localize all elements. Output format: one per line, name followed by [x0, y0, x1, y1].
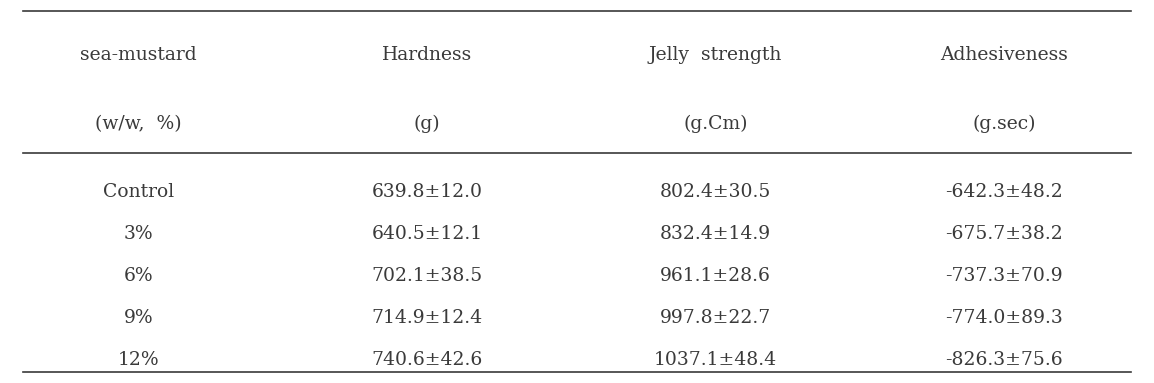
Text: -774.0±89.3: -774.0±89.3 [945, 309, 1063, 327]
Text: Jelly  strength: Jelly strength [649, 46, 782, 64]
Text: 740.6±42.6: 740.6±42.6 [372, 351, 482, 369]
Text: (w/w,  %): (w/w, %) [95, 115, 182, 133]
Text: 832.4±14.9: 832.4±14.9 [660, 225, 771, 242]
Text: Control: Control [103, 183, 174, 200]
Text: (g.sec): (g.sec) [972, 115, 1036, 133]
Text: 702.1±38.5: 702.1±38.5 [372, 267, 482, 285]
Text: -826.3±75.6: -826.3±75.6 [945, 351, 1063, 369]
Text: 3%: 3% [123, 225, 153, 242]
Text: 714.9±12.4: 714.9±12.4 [372, 309, 482, 327]
Text: -675.7±38.2: -675.7±38.2 [945, 225, 1063, 242]
Text: -642.3±48.2: -642.3±48.2 [945, 183, 1063, 200]
Text: 802.4±30.5: 802.4±30.5 [660, 183, 771, 200]
Text: 12%: 12% [118, 351, 159, 369]
Text: 6%: 6% [123, 267, 153, 285]
Text: 9%: 9% [123, 309, 153, 327]
Text: 1037.1±48.4: 1037.1±48.4 [654, 351, 777, 369]
Text: Adhesiveness: Adhesiveness [941, 46, 1067, 64]
Text: (g): (g) [413, 115, 441, 133]
Text: -737.3±70.9: -737.3±70.9 [945, 267, 1063, 285]
Text: Hardness: Hardness [382, 46, 472, 64]
Text: 640.5±12.1: 640.5±12.1 [372, 225, 482, 242]
Text: 997.8±22.7: 997.8±22.7 [660, 309, 771, 327]
Text: 639.8±12.0: 639.8±12.0 [372, 183, 482, 200]
Text: 961.1±28.6: 961.1±28.6 [660, 267, 771, 285]
Text: (g.Cm): (g.Cm) [683, 115, 748, 133]
Text: sea-mustard: sea-mustard [80, 46, 197, 64]
